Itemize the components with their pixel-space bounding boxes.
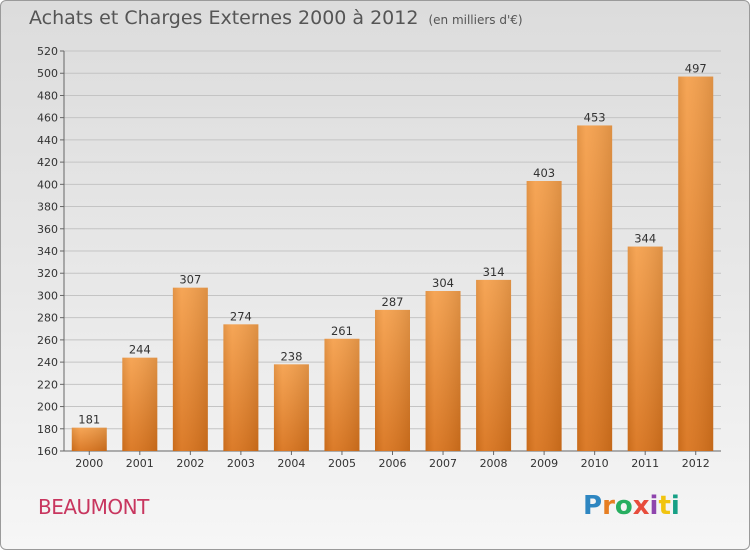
x-tick-labels: 2000 2001 2002 2003 2004 2005 2006 2007 2008 2009… xyxy=(75,451,710,470)
bar-shade xyxy=(324,338,360,451)
x-tick-label: 2009 xyxy=(530,457,558,470)
logo-letter: r xyxy=(602,491,615,521)
y-tick-label: 160 xyxy=(37,445,58,458)
proxiti-logo[interactable]: Proxiti xyxy=(583,491,680,521)
y-tick-label: 420 xyxy=(37,156,58,169)
value-label: 344 xyxy=(634,232,656,246)
value-label: 244 xyxy=(129,343,151,357)
y-tick-labels: 160 180 200 220 240 260 280 300 320 340 360 380 400 4… xyxy=(37,45,58,458)
x-tick-label: 2005 xyxy=(328,457,356,470)
value-label: 403 xyxy=(533,166,555,180)
logo-letter: i xyxy=(649,491,659,521)
bar-shade xyxy=(476,279,512,451)
bar-shade xyxy=(122,357,158,451)
x-tick-label: 2011 xyxy=(631,457,659,470)
y-tick-label: 240 xyxy=(37,356,58,369)
y-tick-label: 220 xyxy=(37,378,58,391)
logo-letter: i xyxy=(670,491,680,521)
y-tick-label: 340 xyxy=(37,245,58,258)
value-label: 314 xyxy=(483,265,505,279)
chart-title-text: Achats et Charges Externes 2000 à 2012 xyxy=(29,7,419,29)
y-tick-label: 500 xyxy=(37,67,58,80)
bar-shade xyxy=(172,287,208,451)
x-tick-label: 2007 xyxy=(429,457,457,470)
bar-shade xyxy=(223,324,259,451)
y-tick-label: 180 xyxy=(37,423,58,436)
logo-letter: P xyxy=(583,491,603,521)
y-tick-label: 200 xyxy=(37,401,58,414)
value-label: 304 xyxy=(432,276,454,290)
x-tick-label: 2000 xyxy=(75,457,103,470)
value-label: 453 xyxy=(584,110,606,124)
value-label: 261 xyxy=(331,324,353,338)
bar-shade xyxy=(678,76,714,452)
x-tick-label: 2012 xyxy=(682,457,710,470)
bars xyxy=(71,76,714,452)
y-tick-label: 460 xyxy=(37,112,58,125)
y-tick-label: 520 xyxy=(37,45,58,58)
x-tick-label: 2010 xyxy=(581,457,609,470)
value-label: 307 xyxy=(179,273,201,287)
value-labels: 181 244 307 274 238 261 287 304 314 403 453 344 497 xyxy=(78,62,706,427)
y-tick-label: 260 xyxy=(37,334,58,347)
y-tick-label: 440 xyxy=(37,134,58,147)
y-tick-label: 360 xyxy=(37,223,58,236)
bar-shade xyxy=(577,125,613,451)
logo-letter: t xyxy=(658,491,671,521)
bar-shade xyxy=(425,291,461,451)
bar-shade xyxy=(273,364,309,451)
y-tick-label: 400 xyxy=(37,178,58,191)
x-tick-label: 2002 xyxy=(176,457,204,470)
bar-shade xyxy=(375,309,410,451)
y-tick-label: 380 xyxy=(37,201,58,214)
value-label: 287 xyxy=(382,295,404,309)
y-tick-label: 280 xyxy=(37,312,58,325)
x-tick-label: 2004 xyxy=(277,457,305,470)
x-tick-label: 2008 xyxy=(480,457,508,470)
place-name: BEAUMONT xyxy=(38,495,149,519)
value-label: 181 xyxy=(78,413,100,427)
value-label: 274 xyxy=(230,309,252,323)
bar-shade xyxy=(71,427,107,451)
bar-shade xyxy=(526,181,562,451)
y-tick-label: 480 xyxy=(37,89,58,102)
x-tick-label: 2006 xyxy=(379,457,407,470)
bar-shade xyxy=(627,246,663,451)
value-label: 238 xyxy=(280,349,302,363)
chart-title: Achats et Charges Externes 2000 à 2012 (e… xyxy=(29,7,523,29)
chart-subtitle: (en milliers d'€) xyxy=(428,13,523,27)
x-tick-label: 2001 xyxy=(126,457,154,470)
y-tick-label: 320 xyxy=(37,267,58,280)
logo-letter: o xyxy=(614,491,633,521)
logo-letter: x xyxy=(632,491,650,521)
x-tick-label: 2003 xyxy=(227,457,255,470)
y-tick-label: 300 xyxy=(37,289,58,302)
value-label: 497 xyxy=(685,62,707,76)
